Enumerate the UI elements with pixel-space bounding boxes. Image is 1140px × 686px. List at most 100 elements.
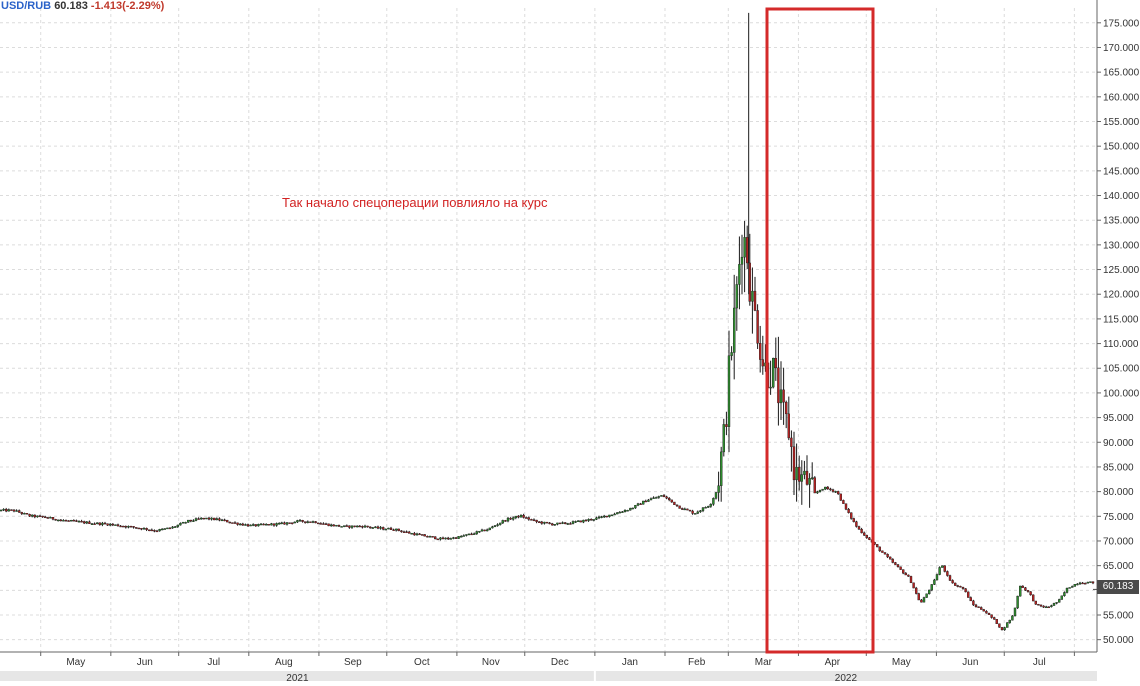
candle-down — [197, 518, 200, 520]
candle-up — [699, 510, 702, 513]
candle-down — [72, 519, 76, 522]
candle-down — [792, 446, 796, 481]
candle-up — [730, 352, 733, 356]
candle-up — [1063, 592, 1066, 597]
candle-up — [922, 597, 926, 603]
candle-up — [244, 524, 247, 526]
candle-down — [977, 606, 980, 608]
candle-down — [88, 521, 91, 524]
candle-up — [114, 524, 117, 526]
candle-down — [124, 526, 128, 528]
candle-up — [1003, 627, 1006, 631]
candle-up — [296, 520, 299, 523]
y-tick-label: 135.000 — [1103, 216, 1140, 227]
candle-up — [499, 522, 502, 525]
candle-down — [376, 526, 380, 529]
candle-down — [447, 537, 450, 540]
candle-up — [176, 524, 180, 527]
candle-down — [904, 572, 907, 576]
candle-down — [891, 559, 894, 563]
candle-up — [371, 527, 374, 529]
candle-down — [46, 517, 49, 519]
candle-up — [69, 519, 73, 522]
candle-down — [691, 510, 694, 514]
candle-down — [145, 528, 148, 530]
candle-down — [441, 537, 445, 540]
candle-down — [392, 529, 395, 531]
candle-down — [38, 515, 42, 518]
candle-up — [465, 534, 468, 536]
y-tick-label: 100.000 — [1103, 388, 1140, 399]
candle-up — [142, 528, 146, 530]
candle-up — [694, 513, 697, 515]
candle-down — [558, 522, 562, 525]
candle-down — [1026, 590, 1030, 592]
y-tick-label: 85.000 — [1103, 462, 1134, 473]
candle-down — [959, 585, 962, 588]
candle-down — [111, 523, 115, 526]
candle-down — [353, 525, 356, 528]
x-month-label: Apr — [825, 657, 841, 668]
candle-down — [777, 367, 780, 404]
candle-down — [894, 562, 897, 565]
candle-down — [852, 518, 855, 522]
candle-up — [460, 536, 463, 538]
candle-down — [369, 526, 372, 529]
candle-down — [522, 515, 525, 518]
candle-up — [683, 508, 686, 511]
candle-up — [501, 520, 504, 524]
y-tick-label: 140.000 — [1103, 191, 1140, 202]
candle-down — [681, 508, 684, 510]
candle-down — [673, 501, 676, 506]
candle-up — [571, 521, 575, 524]
candle-down — [254, 524, 258, 527]
ticker-header: USD/RUB 60.183 -1.413(-2.29%) — [1, 0, 164, 12]
candle-up — [449, 538, 452, 540]
candle-down — [332, 524, 335, 527]
candle-up — [935, 574, 939, 581]
candle-down — [134, 527, 138, 529]
candle-down — [564, 522, 567, 524]
candle-up — [158, 529, 161, 532]
candle-up — [457, 536, 460, 539]
candle-up — [473, 533, 476, 535]
y-tick-label: 145.000 — [1103, 166, 1140, 177]
candle-down — [678, 505, 681, 509]
candle-down — [982, 609, 985, 612]
candle-up — [311, 521, 315, 523]
candle-down — [314, 521, 317, 524]
candle-down — [662, 495, 666, 498]
candle-up — [618, 511, 621, 514]
candle-down — [397, 528, 400, 531]
candle-up — [163, 528, 167, 530]
candle-down — [64, 520, 68, 522]
candle-up — [720, 451, 723, 486]
candle-down — [51, 517, 55, 520]
candle-down — [345, 525, 348, 527]
candle-down — [319, 523, 322, 525]
candle-down — [212, 517, 216, 521]
candle-down — [317, 522, 320, 525]
candle-down — [584, 519, 588, 522]
candle-down — [842, 500, 845, 504]
candle-up — [655, 497, 658, 499]
candle-up — [1057, 599, 1061, 603]
candle-down — [912, 582, 915, 589]
candle-down — [886, 554, 889, 558]
candle-up — [1065, 587, 1069, 593]
candle-down — [943, 565, 946, 572]
candle-up — [1016, 595, 1019, 609]
candle-down — [798, 466, 801, 482]
candle-down — [470, 533, 473, 536]
candle-down — [189, 519, 193, 522]
candle-up — [811, 477, 814, 479]
candle-up — [610, 514, 614, 517]
candle-up — [1068, 587, 1071, 589]
candle-up — [1055, 602, 1058, 604]
candle-up — [834, 491, 837, 493]
candle-up — [77, 521, 81, 523]
x-month-label: May — [66, 657, 85, 668]
candle-up — [186, 519, 190, 523]
candle-down — [998, 623, 1001, 628]
candle-up — [285, 522, 289, 525]
